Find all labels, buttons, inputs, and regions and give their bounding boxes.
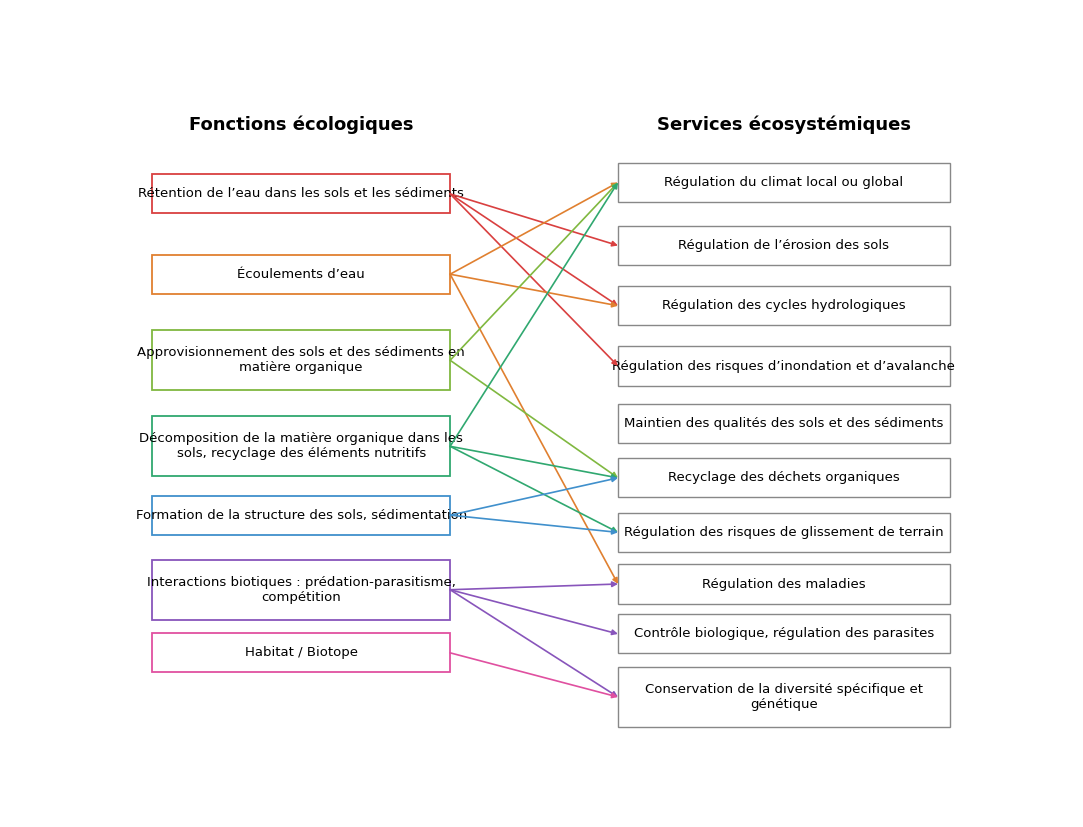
Text: Recyclage des déchets organiques: Recyclage des déchets organiques bbox=[668, 471, 900, 485]
FancyBboxPatch shape bbox=[152, 174, 451, 213]
Text: Contrôle biologique, régulation des parasites: Contrôle biologique, régulation des para… bbox=[634, 628, 934, 640]
Text: Rétention de l’eau dans les sols et les sédiments: Rétention de l’eau dans les sols et les … bbox=[139, 188, 465, 200]
FancyBboxPatch shape bbox=[152, 255, 451, 294]
FancyBboxPatch shape bbox=[618, 286, 950, 325]
FancyBboxPatch shape bbox=[618, 614, 950, 653]
Text: Régulation des risques d’inondation et d’avalanche: Régulation des risques d’inondation et d… bbox=[612, 360, 955, 372]
Text: Approvisionnement des sols et des sédiments en
matière organique: Approvisionnement des sols et des sédime… bbox=[138, 347, 465, 375]
Text: Décomposition de la matière organique dans les
sols, recyclage des éléments nutr: Décomposition de la matière organique da… bbox=[140, 433, 464, 461]
FancyBboxPatch shape bbox=[152, 633, 451, 672]
FancyBboxPatch shape bbox=[618, 565, 950, 604]
FancyBboxPatch shape bbox=[152, 495, 451, 535]
Text: Conservation de la diversité spécifique et
génétique: Conservation de la diversité spécifique … bbox=[644, 683, 923, 711]
FancyBboxPatch shape bbox=[618, 667, 950, 727]
FancyBboxPatch shape bbox=[618, 404, 950, 443]
Text: Services écosystémiques: Services écosystémiques bbox=[656, 116, 911, 134]
Text: Régulation des cycles hydrologiques: Régulation des cycles hydrologiques bbox=[662, 299, 905, 313]
Text: Régulation du climat local ou global: Régulation du climat local ou global bbox=[664, 176, 903, 189]
Text: Interactions biotiques : prédation-parasitisme,
compétition: Interactions biotiques : prédation-paras… bbox=[146, 576, 456, 604]
FancyBboxPatch shape bbox=[618, 458, 950, 497]
Text: Formation de la structure des sols, sédimentation: Formation de la structure des sols, sédi… bbox=[135, 509, 467, 522]
FancyBboxPatch shape bbox=[618, 163, 950, 202]
FancyBboxPatch shape bbox=[152, 416, 451, 476]
Text: Maintien des qualités des sols et des sédiments: Maintien des qualités des sols et des sé… bbox=[624, 417, 943, 430]
FancyBboxPatch shape bbox=[152, 560, 451, 620]
Text: Habitat / Biotope: Habitat / Biotope bbox=[245, 647, 357, 659]
Text: Régulation de l’érosion des sols: Régulation de l’érosion des sols bbox=[678, 239, 889, 252]
FancyBboxPatch shape bbox=[618, 226, 950, 265]
FancyBboxPatch shape bbox=[152, 330, 451, 390]
Text: Fonctions écologiques: Fonctions écologiques bbox=[188, 116, 414, 134]
Text: Régulation des risques de glissement de terrain: Régulation des risques de glissement de … bbox=[624, 526, 943, 539]
FancyBboxPatch shape bbox=[618, 347, 950, 385]
Text: Écoulements d’eau: Écoulements d’eau bbox=[237, 268, 365, 280]
Text: Régulation des maladies: Régulation des maladies bbox=[702, 577, 865, 590]
FancyBboxPatch shape bbox=[618, 513, 950, 552]
